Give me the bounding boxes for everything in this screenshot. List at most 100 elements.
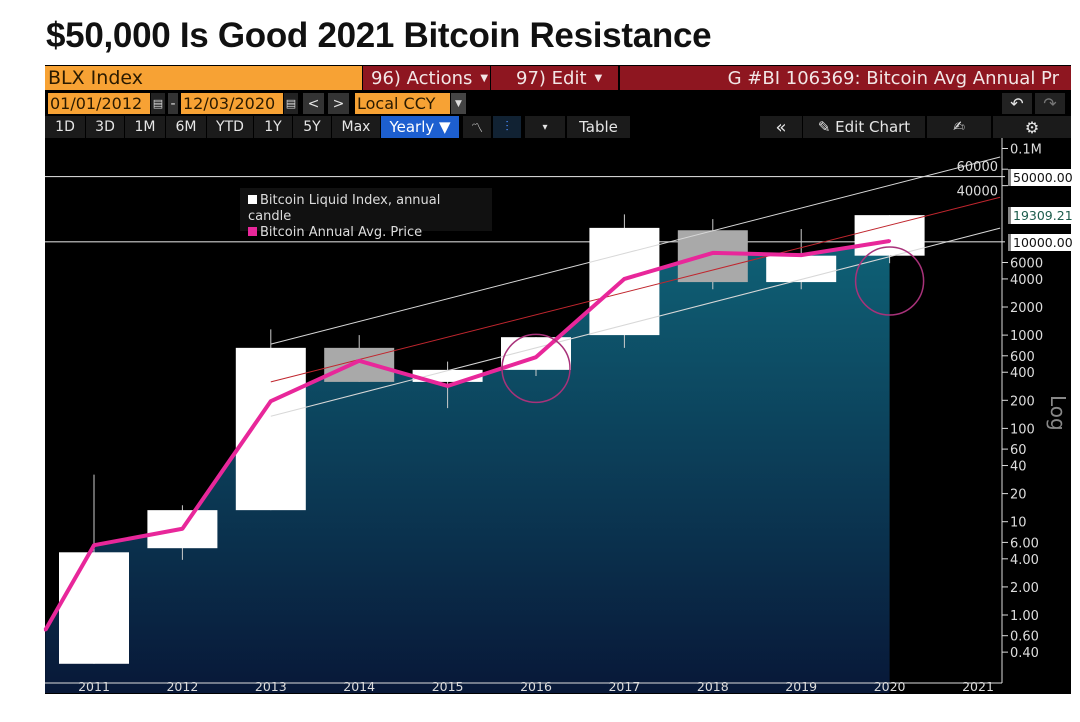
chevron-down-icon[interactable]: ▼ [451, 93, 466, 114]
x-tick-label: 2017 [608, 679, 640, 694]
y-tick-label: 100 [1010, 422, 1035, 437]
chart-legend: Bitcoin Liquid Index, annual candle Bitc… [240, 188, 492, 240]
candle-2011 [59, 552, 129, 664]
y-tick-label: 600 [1010, 350, 1035, 365]
trend-line-middle [270, 196, 1001, 383]
avg-price-point-2017 [622, 277, 626, 281]
candle-2013 [235, 347, 306, 511]
chart-title-bar: G #BI 106369: Bitcoin Avg Annual Pr [620, 66, 1071, 90]
avg-price-area [45, 240, 890, 693]
y-tick-label: 40000 [957, 185, 998, 200]
last-value-tag: 19309.21 [1008, 207, 1075, 224]
avg-price-point-2013 [269, 399, 273, 403]
table-button[interactable]: Table [567, 116, 630, 138]
y-tick-label: 4000 [1010, 273, 1043, 288]
currency-select[interactable]: Local CCY [355, 93, 450, 114]
highlight-circle-2020 [854, 246, 925, 316]
chart-type-dropdown[interactable]: ▾ [525, 116, 565, 138]
x-tick-label: 2013 [255, 679, 287, 694]
avg-price-point-2016 [534, 355, 538, 359]
y-tick-label: 1000 [1010, 329, 1043, 344]
trend-line-lower [270, 227, 1001, 417]
x-tick-label: 2014 [343, 679, 375, 694]
x-tick-label: 2018 [697, 679, 729, 694]
legend-swatch [248, 195, 257, 204]
frequency-select[interactable]: Yearly ▼ [381, 116, 459, 138]
date-separator: - [168, 93, 178, 114]
period-ytd[interactable]: YTD [207, 116, 253, 138]
edit-chart-button[interactable]: ✎ Edit Chart [803, 116, 925, 138]
period-6m[interactable]: 6M [166, 116, 206, 138]
period-1m[interactable]: 1M [125, 116, 165, 138]
period-max[interactable]: Max [332, 116, 380, 138]
calendar-icon[interactable]: ▤ [284, 93, 298, 114]
collapse-button[interactable]: « [760, 116, 802, 138]
next-button[interactable]: > [328, 93, 349, 114]
avg-price-point-2018 [711, 251, 715, 255]
start-date-input[interactable]: 01/01/2012 [48, 93, 150, 114]
highlight-circle-2016 [501, 333, 571, 404]
chevron-down-icon: ▼ [594, 72, 603, 84]
period-1d[interactable]: 1D [45, 116, 85, 138]
legend-swatch [248, 227, 257, 236]
x-tick-label: 2012 [166, 679, 198, 694]
y-tick-label: 40 [1010, 460, 1027, 475]
annotate-icon[interactable]: ✍ [927, 116, 991, 138]
settings-gear-icon[interactable]: ⚙ [993, 116, 1071, 138]
candle-2019 [766, 255, 837, 283]
legend-item-candle: Bitcoin Liquid Index, annual candle [248, 193, 484, 225]
x-tick-label: 2020 [874, 679, 906, 694]
y-tick-label: 0.40 [1010, 646, 1039, 661]
y-tick-label: 0.1M [1010, 143, 1042, 158]
avg-price-point-2015 [446, 384, 450, 388]
edit-label: 97) Edit [516, 67, 587, 89]
avg-price-point-2010.45 [43, 628, 47, 632]
prev-button[interactable]: < [303, 93, 324, 114]
y-tick-label: 6000 [1010, 256, 1043, 271]
calendar-icon[interactable]: ▤ [151, 93, 165, 114]
candle-2020 [854, 215, 925, 256]
period-3d[interactable]: 3D [86, 116, 124, 138]
avg-price-point-2011 [92, 543, 96, 547]
end-date-input[interactable]: 12/03/2020 [181, 93, 283, 114]
y-tick-label: 6.00 [1010, 536, 1039, 551]
legend-label: Bitcoin Liquid Index, annual candle [248, 193, 441, 224]
period-1y[interactable]: 1Y [254, 116, 292, 138]
redo-button[interactable]: ↷ [1035, 93, 1065, 114]
y-tick-label: 60000 [957, 160, 998, 175]
y-tick-label: 400 [1010, 366, 1035, 381]
avg-price-point-2020 [888, 239, 892, 243]
y-tick-label: 4.00 [1010, 553, 1039, 568]
y-tick-label: 1.00 [1010, 609, 1039, 624]
line-chart-icon[interactable]: 〽 [463, 116, 491, 138]
avg-price-point-2019 [799, 253, 803, 257]
chevron-down-icon: ▼ [480, 72, 489, 84]
x-tick-label: 2015 [432, 679, 464, 694]
avg-price-point-2014 [357, 359, 361, 363]
x-tick-label: 2016 [520, 679, 552, 694]
page-title: $50,000 Is Good 2021 Bitcoin Resistance [46, 16, 712, 55]
edit-menu[interactable]: 97) Edit ▼ [491, 66, 618, 90]
trend-line-upper [270, 156, 1001, 345]
y-tick-label: 2000 [1010, 301, 1043, 316]
y-tick-label: 60 [1010, 443, 1027, 458]
candle-2018 [677, 230, 748, 283]
actions-menu[interactable]: 96) Actions ▼ [363, 66, 490, 90]
y-tick-label: 0.60 [1010, 630, 1039, 645]
candlestick-icon[interactable]: ⫶ [493, 116, 521, 138]
legend-item-avg: Bitcoin Annual Avg. Price [248, 225, 484, 241]
y-tick-label: 2.00 [1010, 581, 1039, 596]
hline-tag-50000: 50000.00 [1008, 169, 1075, 186]
x-tick-label: 2011 [78, 679, 110, 694]
y-tick-label: 20 [1010, 488, 1027, 503]
x-tick-label: 2019 [785, 679, 817, 694]
log-scale-label: Log [1046, 395, 1070, 431]
ticker-input[interactable]: BLX Index [45, 66, 362, 90]
period-5y[interactable]: 5Y [293, 116, 331, 138]
avg-price-point-2012 [180, 527, 184, 531]
legend-label: Bitcoin Annual Avg. Price [260, 225, 423, 240]
y-tick-label: 200 [1010, 394, 1035, 409]
y-tick-label: 10 [1010, 516, 1027, 531]
undo-button[interactable]: ↶ [1002, 93, 1032, 114]
